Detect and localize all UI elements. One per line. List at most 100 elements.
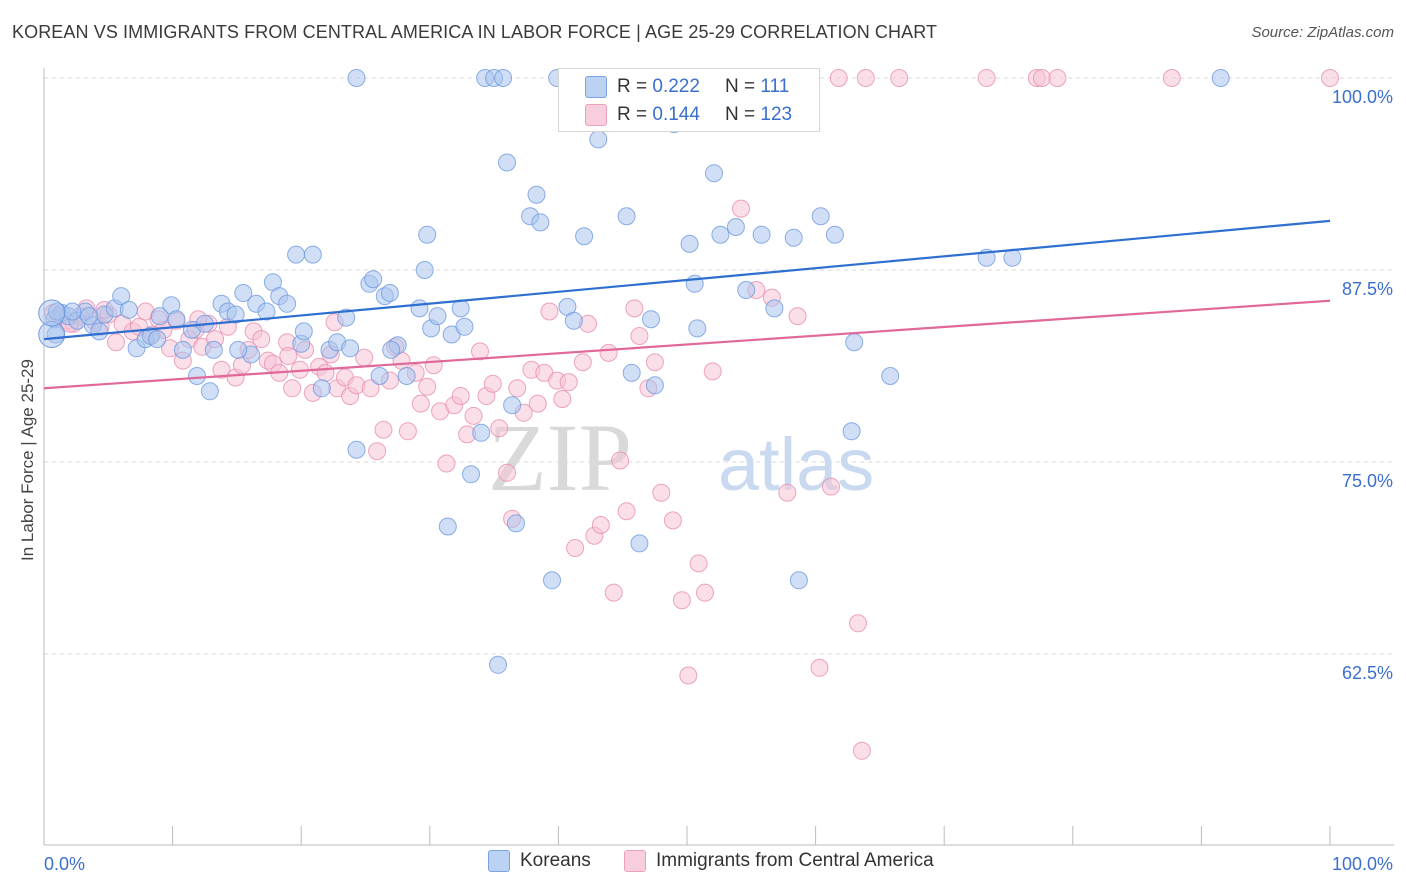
central-america-point-86	[604, 583, 623, 602]
y-tick-label-2: 75.0%	[1342, 471, 1393, 491]
chart-title: KOREAN VS IMMIGRANTS FROM CENTRAL AMERIC…	[12, 22, 938, 42]
central-america-point-80	[566, 539, 585, 557]
central-america-point-78	[553, 390, 572, 408]
central-america-point-95	[672, 591, 691, 610]
korean-point-80	[622, 363, 641, 382]
y-tick-label-3: 62.5%	[1342, 663, 1393, 683]
korean-point-99	[842, 422, 861, 441]
legend-item-koreans[interactable]: Koreans	[488, 850, 591, 872]
swatch-central-america	[585, 104, 607, 126]
stats-legend: R = 0.222 N = 111 R = 0.144 N = 123	[558, 68, 820, 132]
korean-point-53	[415, 261, 434, 279]
korean-point-37	[303, 245, 322, 264]
series-central-america-points	[44, 69, 1339, 760]
central-america-point-117	[1321, 69, 1339, 87]
korean-point-97	[811, 207, 830, 226]
central-america-point-67	[483, 374, 502, 393]
korean-point-59	[451, 299, 470, 318]
korean-point-100	[845, 333, 864, 352]
central-america-point-103	[778, 483, 797, 502]
korean-point-104	[1211, 69, 1230, 87]
korean-point-68	[503, 396, 522, 415]
korean-point-83	[645, 376, 664, 395]
central-america-point-112	[977, 69, 996, 87]
korean-point-94	[784, 228, 803, 247]
korean-point-47	[370, 367, 389, 385]
korean-cluster-point-2	[38, 299, 66, 327]
korean-point-95	[789, 571, 808, 590]
central-america-point-9	[107, 333, 125, 352]
korean-point-61	[462, 465, 480, 484]
trend-line-koreans	[43, 219, 1331, 341]
korean-point-33	[278, 294, 297, 313]
watermark: ZIP atlas	[488, 404, 874, 511]
central-america-point-60	[437, 454, 456, 473]
central-america-point-81	[573, 353, 592, 372]
korean-point-66	[494, 69, 513, 87]
korean-point-73	[543, 571, 561, 590]
korean-point-72	[531, 213, 550, 232]
central-america-point-105	[810, 658, 829, 677]
korean-point-71	[527, 185, 546, 204]
legend-label-koreans: Koreans	[520, 850, 591, 871]
korean-point-36	[294, 322, 313, 341]
central-america-point-74	[528, 394, 547, 413]
korean-point-92	[752, 225, 771, 244]
central-america-point-121	[279, 347, 298, 365]
central-america-point-114	[1032, 69, 1051, 87]
r-label: R =	[617, 104, 653, 125]
central-america-point-107	[849, 614, 867, 633]
legend-item-central-america[interactable]: Immigrants from Central America	[624, 850, 934, 872]
korean-point-41	[337, 308, 356, 327]
korean-point-67	[498, 153, 516, 172]
korean-point-85	[680, 234, 699, 253]
r-label: R =	[617, 76, 653, 97]
korean-point-62	[472, 423, 491, 442]
central-america-point-100	[732, 199, 750, 218]
r-value-central-america: 0.144	[652, 104, 700, 125]
trend-lines	[43, 219, 1331, 390]
korean-point-76	[564, 311, 583, 330]
korean-point-11	[119, 300, 138, 319]
watermark-zip: ZIP	[488, 404, 632, 511]
central-america-point-96	[679, 666, 698, 685]
n-label: N =	[725, 76, 761, 97]
central-america-point-94	[663, 511, 682, 530]
korean-point-54	[418, 225, 437, 244]
korean-point-106	[63, 302, 82, 321]
central-america-point-110	[856, 69, 875, 87]
central-america-point-88	[617, 502, 636, 521]
korean-point-46	[364, 270, 383, 289]
korean-point-108	[148, 330, 167, 349]
central-america-point-111	[890, 69, 909, 87]
korean-point-110	[382, 340, 401, 359]
central-america-point-93	[652, 483, 671, 502]
korean-point-30	[257, 302, 276, 321]
legend-swatch-koreans	[488, 850, 510, 872]
korean-point-88	[705, 164, 723, 183]
source-label: Source: ZipAtlas.com	[1251, 24, 1394, 41]
korean-point-90	[726, 218, 745, 236]
axes	[43, 68, 1394, 846]
korean-point-57	[438, 517, 457, 536]
korean-point-49	[380, 284, 399, 302]
legend-label-central-america: Immigrants from Central America	[656, 850, 934, 871]
korean-point-17	[167, 310, 186, 329]
korean-point-26	[226, 305, 245, 324]
korean-point-38	[312, 379, 331, 398]
trend-line-central-america	[43, 299, 1331, 390]
korean-point-101	[881, 367, 900, 385]
central-america-point-116	[1162, 69, 1181, 87]
central-america-point-62	[451, 387, 470, 405]
r-value-koreans: 0.222	[652, 76, 700, 97]
korean-point-93	[765, 299, 784, 318]
korean-point-7	[90, 322, 109, 341]
central-america-point-69	[498, 463, 516, 482]
korean-point-10	[112, 287, 131, 306]
swatch-koreans	[585, 76, 607, 98]
korean-point-82	[642, 310, 660, 329]
central-america-point-25	[212, 360, 231, 379]
central-america-point-109	[829, 69, 848, 87]
central-america-point-104	[788, 307, 807, 326]
